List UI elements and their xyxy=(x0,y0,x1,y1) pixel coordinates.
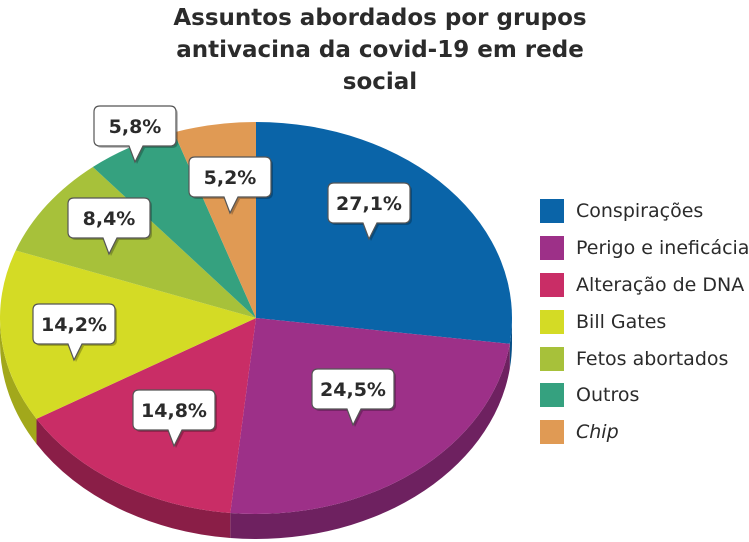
data-label: 24,5% xyxy=(320,379,386,401)
data-label: 14,2% xyxy=(41,314,107,336)
legend-item: Bill Gates xyxy=(540,303,749,340)
legend-swatch xyxy=(540,199,564,224)
legend-item: Outros xyxy=(540,377,749,414)
legend-label: Conspirações xyxy=(576,200,704,223)
pie-slice-2 xyxy=(230,318,510,514)
pie-side-walls xyxy=(0,318,512,539)
pie-side-2 xyxy=(230,343,510,539)
legend-swatch xyxy=(540,383,564,408)
legend-label: Perigo e ineficácia xyxy=(576,237,749,260)
legend-label: Outros xyxy=(576,384,640,407)
pie-slice-6 xyxy=(92,132,256,318)
legend-label: Bill Gates xyxy=(576,310,667,333)
legend-swatch xyxy=(540,236,564,261)
legend-swatch xyxy=(540,309,564,334)
pie-side-4 xyxy=(0,318,37,444)
data-label: 5,8% xyxy=(109,116,162,138)
legend-swatch xyxy=(540,272,564,297)
legend-swatch xyxy=(540,346,564,371)
data-label-bubble: 5,8% xyxy=(93,105,178,164)
data-label-bubble: 8,4% xyxy=(67,197,152,256)
legend-item: Conspirações xyxy=(540,193,749,230)
data-label-bubble: 24,5% xyxy=(311,368,396,427)
pie-slice-1 xyxy=(256,122,512,344)
data-label: 8,4% xyxy=(83,208,136,230)
legend-swatch xyxy=(540,420,564,445)
data-label-bubble: 5,2% xyxy=(188,156,273,215)
legend-item: Chip xyxy=(540,414,749,451)
chart-title-line-1: Assuntos abordados por grupos xyxy=(173,5,587,31)
legend-label: Fetos abortados xyxy=(576,347,729,370)
legend-item: Perigo e ineficácia xyxy=(540,230,749,267)
data-label: 14,8% xyxy=(141,400,207,422)
chart-title: Assuntos abordados por grupos antivacina… xyxy=(150,2,610,98)
data-label-bubble: 14,8% xyxy=(132,389,217,448)
chart-title-line-2: antivacina da covid-19 em rede social xyxy=(176,37,584,95)
data-label: 27,1% xyxy=(336,193,402,215)
pie-side-1 xyxy=(509,318,512,369)
legend-item: Fetos abortados xyxy=(540,340,749,377)
data-label-bubble: 27,1% xyxy=(327,182,412,241)
data-label-bubble: 14,2% xyxy=(32,303,117,362)
legend-item: Alteração de DNA xyxy=(540,267,749,304)
legend-label: Alteração de DNA xyxy=(576,273,745,296)
legend: Conspirações Perigo e ineficácia Alteração… xyxy=(540,193,749,451)
data-label: 5,2% xyxy=(204,167,257,189)
legend-label: Chip xyxy=(576,421,619,444)
pie-slice-4 xyxy=(0,250,256,419)
pie-side-3 xyxy=(36,418,231,539)
